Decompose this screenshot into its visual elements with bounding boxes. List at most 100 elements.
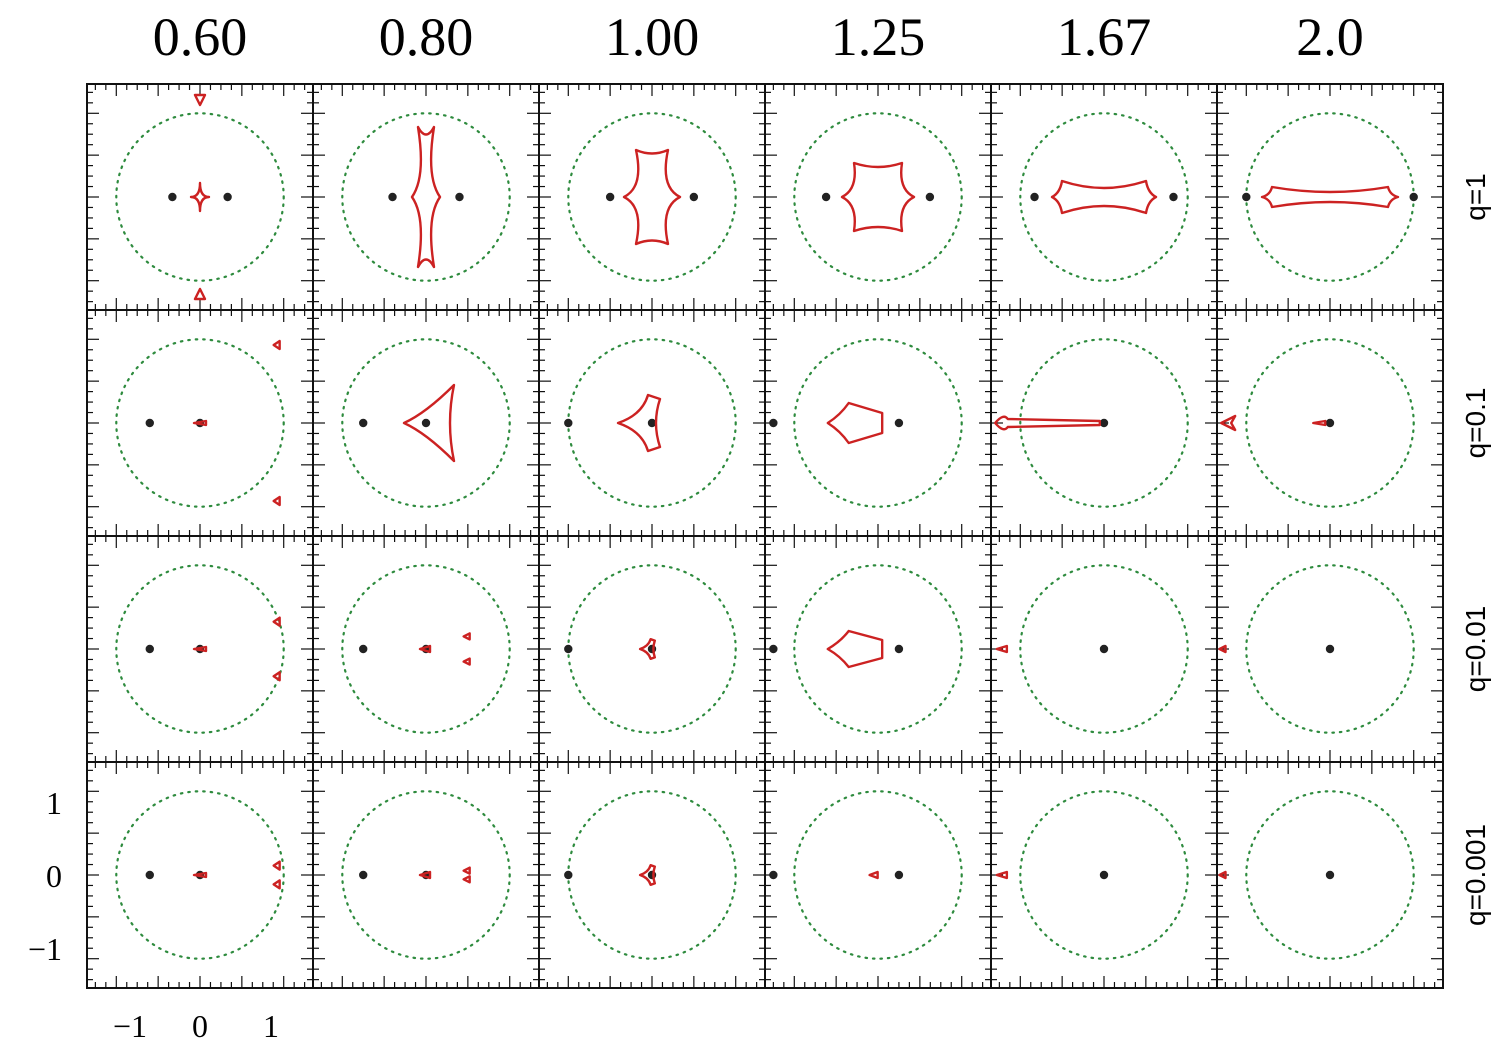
einstein-ring-circle [115, 564, 285, 734]
panel-frame [764, 535, 992, 763]
lens-mass-point [564, 644, 573, 654]
lens-mass-point [821, 192, 831, 202]
caustic-curve [272, 879, 281, 890]
lens-mass-point [421, 418, 431, 428]
column-title-1: 0.60 [153, 7, 248, 67]
caustic-curve [995, 870, 1009, 880]
caustic-curve [868, 870, 879, 880]
lens-mass-point [1099, 644, 1109, 654]
lens-mass-point [388, 192, 397, 202]
panel-grid [86, 83, 1444, 989]
einstein-ring-circle [1019, 338, 1189, 508]
einstein-ring-circle [793, 112, 963, 282]
column-title-6: 2.0 [1296, 7, 1364, 67]
lens-mass-point [359, 870, 368, 880]
lens-mass-point [145, 644, 154, 654]
lens-mass-point [455, 192, 464, 202]
lens-mass-point [894, 870, 904, 880]
caustic-curve [410, 125, 442, 269]
panel-frame [764, 83, 992, 311]
x-tick-label-2: 0 [192, 1008, 208, 1041]
lens-mass-point [1099, 418, 1109, 428]
caustic-curve [1050, 179, 1158, 215]
lens-mass-point [564, 418, 573, 428]
einstein-ring-circle [341, 790, 511, 960]
panel-r4-c4 [764, 761, 992, 989]
row-label-2: q=0.1 [1460, 388, 1491, 459]
panel-r1-c3 [538, 83, 766, 311]
einstein-ring-circle [1245, 790, 1415, 960]
panel-r3-c3 [538, 535, 766, 763]
einstein-ring-circle [115, 338, 285, 508]
caustic-curve [1218, 870, 1227, 880]
caustic-curve [1312, 419, 1327, 427]
caustic-curve [1260, 185, 1400, 209]
panel-r2-c3 [538, 309, 766, 537]
panel-r4-c5 [990, 761, 1218, 989]
lens-mass-point [894, 644, 904, 654]
panel-r2-c2 [312, 309, 540, 537]
lens-mass-point [647, 644, 657, 654]
einstein-ring-circle [341, 338, 511, 508]
y-tick-label-3: −1 [28, 931, 62, 967]
panel-frame [764, 309, 992, 537]
panel-r1-c6 [1216, 83, 1444, 311]
lens-mass-point [894, 418, 904, 428]
caustic-curve [616, 393, 662, 453]
caustic-curve [638, 864, 656, 886]
panel-r3-c6 [1216, 535, 1444, 763]
caustic-curve [840, 161, 916, 233]
axis-tick-labels: −1 0 1 1 0 −1 [28, 785, 279, 1041]
panel-r1-c1 [86, 83, 314, 311]
row-label-3: q=0.01 [1460, 606, 1491, 692]
panel-r4-c2 [312, 761, 540, 989]
panel-r2-c1 [86, 309, 314, 537]
lens-mass-point [1099, 870, 1109, 880]
lens-mass-point [168, 192, 177, 202]
lens-mass-point [1409, 192, 1418, 202]
lens-mass-point [359, 418, 368, 428]
panel-r4-c1 [86, 761, 314, 989]
panel-r2-c6 [1216, 309, 1444, 537]
einstein-ring-circle [115, 790, 285, 960]
row-label-1: q=1 [1460, 173, 1491, 221]
lens-mass-point [769, 870, 778, 880]
caustic-curve [462, 657, 471, 666]
lens-mass-point [689, 192, 699, 202]
panel-r3-c5 [990, 535, 1218, 763]
panel-r3-c1 [86, 535, 314, 763]
caustic-curve [272, 495, 281, 507]
caustic-curve [272, 671, 281, 682]
lens-mass-point [769, 644, 778, 654]
einstein-ring-circle [1019, 790, 1189, 960]
caustic-curve [1219, 414, 1237, 432]
column-titles: 0.60 0.80 1.00 1.25 1.67 2.0 [153, 7, 1364, 67]
caustic-curve [462, 632, 471, 641]
einstein-ring-circle [1245, 338, 1415, 508]
column-title-5: 1.67 [1057, 7, 1152, 67]
row-labels: q=1 q=0.1 q=0.01 q=0.001 [1460, 173, 1491, 926]
lens-mass-point [1325, 870, 1335, 880]
y-tick-label-2: 0 [46, 858, 62, 894]
caustic-curve [993, 415, 1102, 431]
caustic-curve [272, 860, 281, 871]
lens-mass-point [145, 870, 154, 880]
caustic-curve [995, 644, 1009, 654]
panel-r1-c2 [312, 83, 540, 311]
lens-mass-point [925, 192, 935, 202]
lens-mass-point [1169, 192, 1178, 202]
panel-r3-c2 [312, 535, 540, 763]
lens-mass-point [769, 418, 778, 428]
column-title-3: 1.00 [605, 7, 700, 67]
panel-r3-c4 [764, 535, 992, 763]
panel-r1-c5 [990, 83, 1218, 311]
panel-r2-c4 [764, 309, 992, 537]
panel-r1-c4 [764, 83, 992, 311]
caustic-curve [826, 629, 884, 669]
panel-frame [86, 83, 314, 311]
lens-mass-point [145, 418, 154, 428]
caustic-curve [192, 419, 208, 427]
caustic-curve [193, 93, 207, 107]
caustic-curve [189, 181, 211, 213]
panel-frame [1216, 83, 1444, 311]
